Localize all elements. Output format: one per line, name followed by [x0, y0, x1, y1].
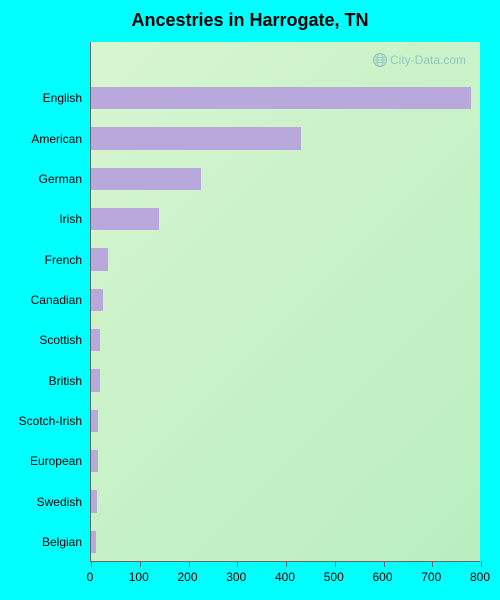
- bar: [91, 410, 98, 433]
- chart-title: Ancestries in Harrogate, TN: [0, 10, 500, 31]
- bar-row: [91, 127, 480, 150]
- bar: [91, 369, 100, 392]
- bar: [91, 87, 471, 110]
- globe-icon: [372, 52, 388, 68]
- bar-row: [91, 410, 480, 433]
- x-axis-tick-label: 600: [372, 570, 392, 584]
- bar: [91, 168, 201, 191]
- bar: [91, 531, 96, 554]
- x-axis-tick-label: 0: [87, 570, 94, 584]
- x-axis-tick: [335, 561, 336, 567]
- x-axis-tick: [286, 561, 287, 567]
- y-axis-label: German: [0, 172, 82, 186]
- bar-row: [91, 329, 480, 352]
- watermark-text: City-Data.com: [390, 53, 466, 67]
- x-axis-tick: [91, 561, 92, 567]
- y-axis-label: Irish: [0, 212, 82, 226]
- bar: [91, 490, 97, 513]
- x-axis-tick-label: 100: [129, 570, 149, 584]
- x-axis-tick: [237, 561, 238, 567]
- bar: [91, 248, 108, 271]
- x-axis-tick-label: 500: [324, 570, 344, 584]
- bar: [91, 329, 100, 352]
- bar-row: [91, 369, 480, 392]
- watermark: City-Data.com: [372, 52, 466, 68]
- bar-row: [91, 208, 480, 231]
- x-axis-tick-label: 700: [421, 570, 441, 584]
- y-axis-label: English: [0, 91, 82, 105]
- y-axis-label: Scotch-Irish: [0, 414, 82, 428]
- x-axis-tick-label: 400: [275, 570, 295, 584]
- bar-row: [91, 450, 480, 473]
- y-axis-label: Swedish: [0, 495, 82, 509]
- y-axis-label: Scottish: [0, 333, 82, 347]
- bar-row: [91, 87, 480, 110]
- x-axis-tick: [481, 561, 482, 567]
- page-root: Ancestries in Harrogate, TN City-Data.co…: [0, 0, 500, 600]
- bar: [91, 127, 301, 150]
- x-axis-tick-label: 200: [177, 570, 197, 584]
- x-axis-tick: [140, 561, 141, 567]
- y-axis-label: European: [0, 454, 82, 468]
- x-axis-tick: [189, 561, 190, 567]
- bar: [91, 289, 103, 312]
- bar: [91, 450, 98, 473]
- bar-row: [91, 531, 480, 554]
- bar-row: [91, 248, 480, 271]
- bar: [91, 208, 159, 231]
- plot-area: City-Data.com: [90, 42, 480, 562]
- x-axis-tick-label: 300: [226, 570, 246, 584]
- bar-row: [91, 490, 480, 513]
- y-axis-label: British: [0, 374, 82, 388]
- bar-row: [91, 168, 480, 191]
- x-axis-tick: [432, 561, 433, 567]
- bar-row: [91, 289, 480, 312]
- x-axis-tick-label: 800: [470, 570, 490, 584]
- x-axis-tick: [384, 561, 385, 567]
- y-axis-label: Canadian: [0, 293, 82, 307]
- y-axis-label: American: [0, 132, 82, 146]
- y-axis-label: Belgian: [0, 535, 82, 549]
- y-axis-label: French: [0, 253, 82, 267]
